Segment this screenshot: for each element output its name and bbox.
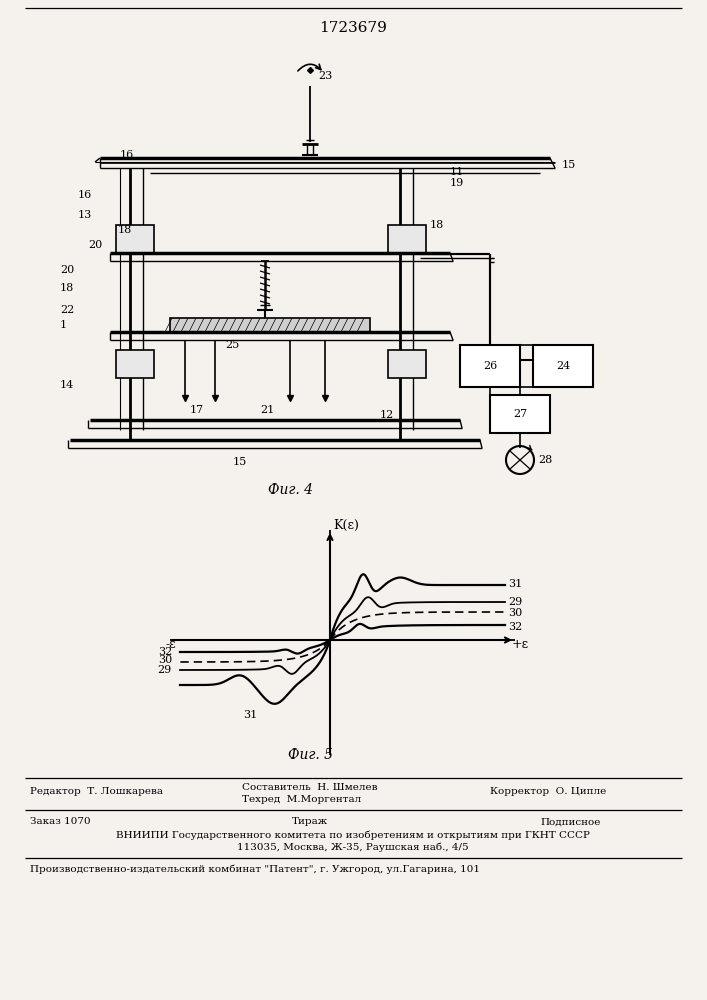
Text: 28: 28	[538, 455, 552, 465]
Text: 31: 31	[508, 579, 522, 589]
Text: 32: 32	[158, 647, 172, 657]
Text: Фиг. 5: Фиг. 5	[288, 748, 332, 762]
Text: Фиг. 4: Фиг. 4	[267, 483, 312, 497]
Text: Редактор  Т. Лошкарева: Редактор Т. Лошкарева	[30, 786, 163, 796]
Text: 23: 23	[318, 71, 332, 81]
Text: ВНИИПИ Государственного комитета по изобретениям и открытиям при ГКНТ СССР: ВНИИПИ Государственного комитета по изоб…	[116, 830, 590, 840]
Bar	[490, 395, 550, 433]
Text: 22: 22	[60, 305, 74, 315]
Text: Производственно-издательский комбинат "Патент", г. Ужгород, ул.Гагарина, 101: Производственно-издательский комбинат "П…	[30, 864, 480, 874]
Bar	[388, 350, 426, 378]
Text: 18: 18	[430, 220, 444, 230]
Text: 13: 13	[78, 210, 92, 220]
Bar	[116, 350, 154, 378]
Text: K(ε): K(ε)	[333, 518, 359, 532]
Text: +ε: +ε	[512, 639, 529, 652]
Bar	[116, 225, 154, 253]
Text: 12: 12	[380, 410, 395, 420]
Text: 27: 27	[513, 409, 527, 419]
Text: 1: 1	[60, 320, 67, 330]
Bar	[460, 345, 520, 387]
Text: 30: 30	[158, 655, 172, 665]
Text: 32: 32	[508, 622, 522, 632]
Text: 16: 16	[78, 190, 92, 200]
Text: 25: 25	[225, 340, 239, 350]
Text: 18: 18	[60, 283, 74, 293]
Text: 113035, Москва, Ж-35, Раушская наб., 4/5: 113035, Москва, Ж-35, Раушская наб., 4/5	[237, 842, 469, 852]
Text: 26: 26	[483, 361, 497, 371]
Bar	[533, 345, 593, 387]
Bar	[170, 318, 370, 332]
Text: 16: 16	[120, 150, 134, 160]
Text: 11: 11	[450, 167, 464, 177]
Text: 24: 24	[556, 361, 570, 371]
Bar	[388, 225, 426, 253]
Text: -ε: -ε	[165, 639, 175, 652]
Text: 15: 15	[233, 457, 247, 467]
Text: 1723679: 1723679	[319, 21, 387, 35]
Text: Тираж: Тираж	[292, 818, 328, 826]
Text: Корректор  О. Ципле: Корректор О. Ципле	[490, 786, 606, 796]
Text: 30: 30	[508, 608, 522, 618]
Text: 20: 20	[88, 240, 103, 250]
Text: 29: 29	[508, 597, 522, 607]
Text: 29: 29	[158, 665, 172, 675]
Text: 19: 19	[450, 178, 464, 188]
Text: 14: 14	[60, 380, 74, 390]
Text: 17: 17	[190, 405, 204, 415]
Text: 18: 18	[118, 225, 132, 235]
Text: 15: 15	[562, 160, 576, 170]
Text: Составитель  Н. Шмелев: Составитель Н. Шмелев	[242, 784, 378, 792]
Text: Подписное: Подписное	[540, 818, 600, 826]
Text: 20: 20	[60, 265, 74, 275]
Text: 21: 21	[260, 405, 274, 415]
Text: Заказ 1070: Заказ 1070	[30, 818, 90, 826]
Text: 31: 31	[243, 710, 257, 720]
Text: Техред  М.Моргентал: Техред М.Моргентал	[242, 794, 361, 804]
